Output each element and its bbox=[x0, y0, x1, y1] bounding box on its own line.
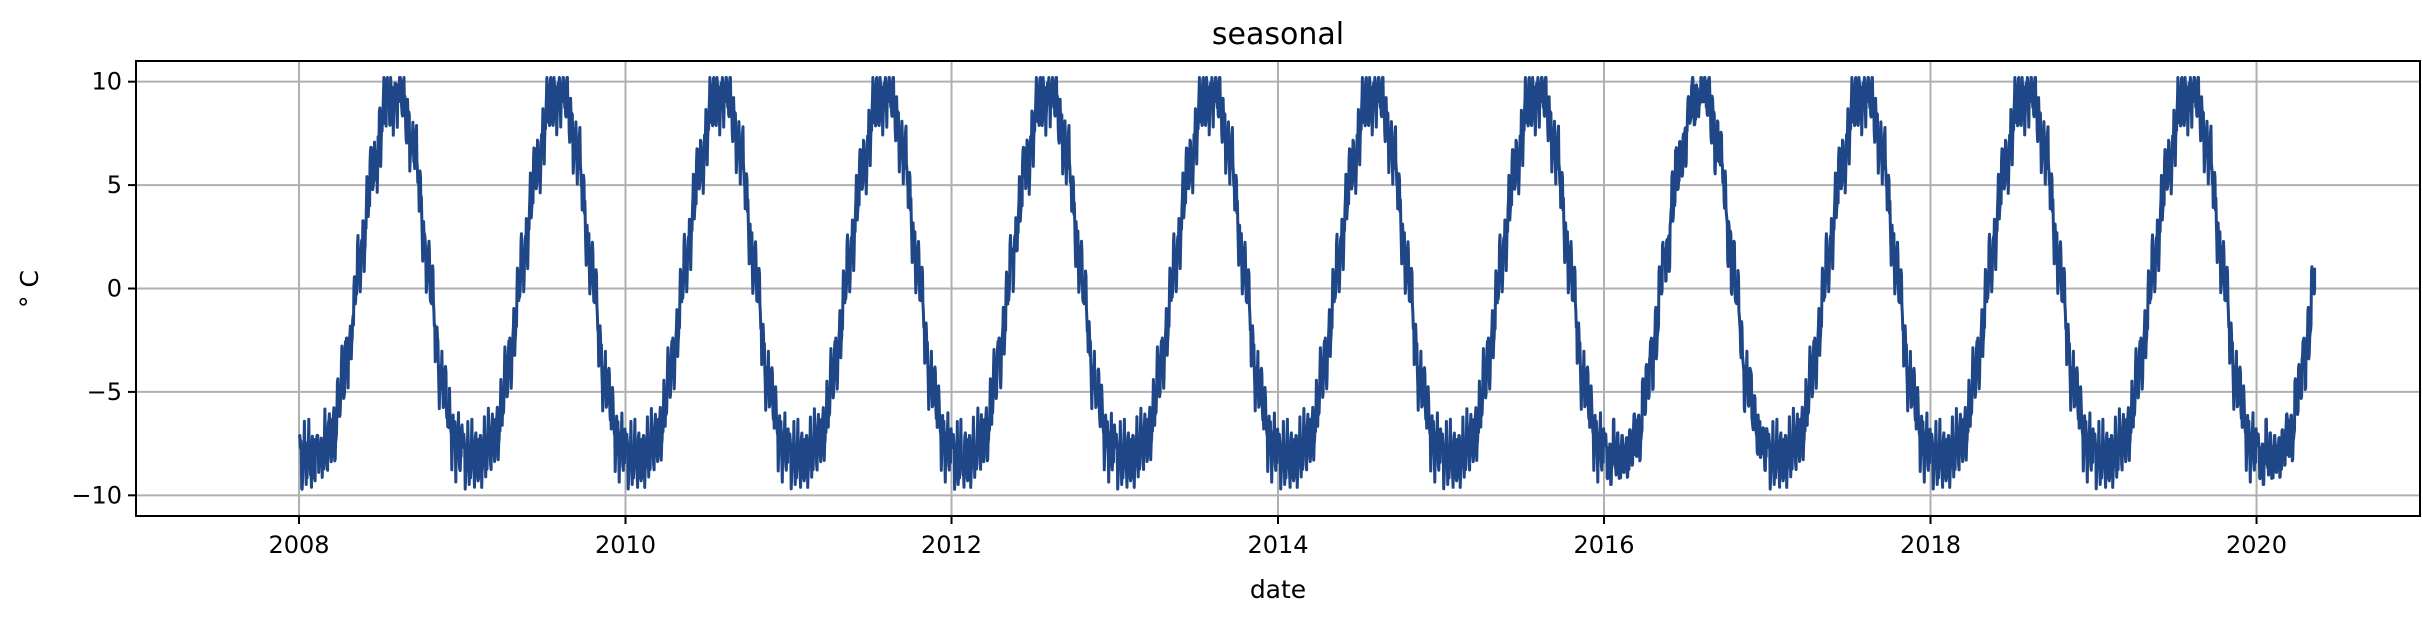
y-tick-label: 10 bbox=[91, 68, 122, 96]
x-axis-label: date bbox=[1250, 575, 1306, 604]
x-tick-label: 2016 bbox=[1573, 531, 1634, 559]
x-axis: 2008 2010 2012 2014 2016 2018 2020 bbox=[268, 516, 2287, 559]
series bbox=[297, 76, 2317, 491]
x-tick-label: 2008 bbox=[268, 531, 329, 559]
x-tick-label: 2012 bbox=[921, 531, 982, 559]
y-axis-label: ° C bbox=[15, 270, 44, 308]
x-tick-label: 2018 bbox=[1900, 531, 1961, 559]
y-axis: −10 −5 0 5 10 bbox=[71, 68, 136, 509]
x-tick-label: 2010 bbox=[595, 531, 656, 559]
y-tick-label: −5 bbox=[87, 378, 122, 406]
y-tick-label: 0 bbox=[107, 275, 122, 303]
y-tick-label: 5 bbox=[107, 171, 122, 199]
x-tick-label: 2014 bbox=[1247, 531, 1308, 559]
seasonal-series-line bbox=[297, 76, 2317, 491]
y-tick-label: −10 bbox=[71, 481, 122, 509]
grid bbox=[136, 61, 2420, 516]
x-tick-label: 2020 bbox=[2226, 531, 2287, 559]
chart-title: seasonal bbox=[1212, 17, 1344, 52]
